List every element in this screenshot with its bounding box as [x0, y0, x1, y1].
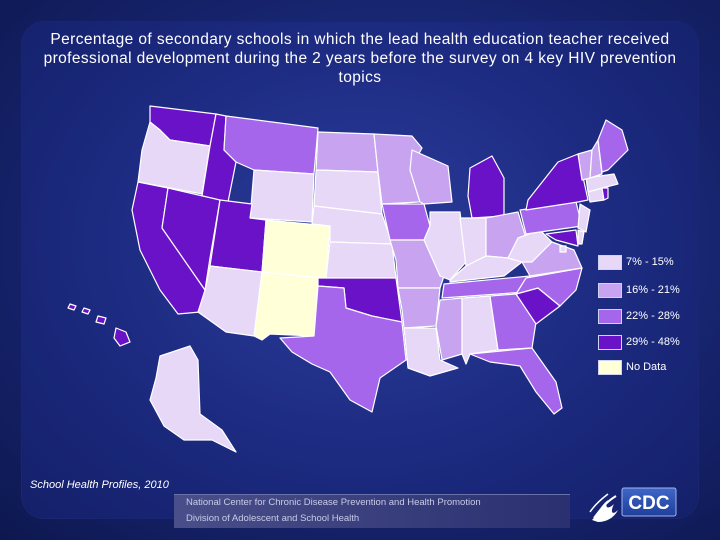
- state-fl: [469, 347, 563, 415]
- source-citation: School Health Profiles, 2010: [30, 479, 169, 491]
- legend-item: 22% - 28%: [598, 308, 708, 324]
- state-nd: [315, 131, 379, 173]
- state-ar: [397, 287, 441, 329]
- legend-swatch: [598, 255, 622, 270]
- state-hi: [113, 327, 131, 347]
- cdc-logo-text: CDC: [628, 493, 669, 514]
- legend-item: 29% - 48%: [598, 334, 708, 350]
- state-mi: [467, 155, 505, 219]
- legend-swatch: [598, 360, 622, 375]
- legend-item: No Data: [598, 359, 708, 375]
- state-dc: [559, 245, 567, 253]
- state-hi-island: [95, 315, 107, 325]
- state-ma: [585, 173, 619, 193]
- state-nj: [577, 203, 591, 233]
- state-nv: [161, 187, 221, 291]
- footer-bar: [174, 494, 570, 528]
- legend-item: 7% - 15%: [598, 254, 708, 270]
- legend-swatch: [598, 335, 622, 350]
- state-ri: [601, 187, 609, 201]
- legend-label: 22% - 28%: [626, 310, 680, 322]
- footer-division-name: Division of Adolescent and School Health: [186, 513, 360, 524]
- legend-label: 29% - 48%: [626, 336, 680, 348]
- state-nm: [253, 271, 319, 341]
- legend-swatch: [598, 283, 622, 298]
- state-ia: [381, 203, 431, 241]
- footer-center-name: National Center for Chronic Disease Prev…: [186, 497, 481, 508]
- legend-item: 16% - 21%: [598, 282, 708, 298]
- state-me: [597, 119, 629, 173]
- state-ak: [149, 345, 237, 453]
- legend-label: No Data: [626, 361, 667, 373]
- state-tx: [279, 285, 407, 413]
- hhs-eagle-icon: [589, 493, 618, 522]
- legend-label: 7% - 15%: [626, 256, 674, 268]
- state-wy: [249, 169, 315, 223]
- state-co: [261, 219, 331, 279]
- state-ms: [435, 297, 463, 361]
- state-md: [545, 229, 579, 247]
- legend-swatch: [598, 309, 622, 324]
- cdc-logo: CDC: [589, 487, 677, 522]
- state-az: [197, 265, 263, 337]
- map-title: Percentage of secondary schools in which…: [43, 31, 677, 86]
- state-ks: [325, 241, 397, 279]
- state-mt: [223, 115, 319, 175]
- state-wi: [409, 149, 453, 205]
- state-de: [577, 229, 585, 245]
- state-ny: [525, 153, 589, 211]
- state-ga: [489, 293, 537, 351]
- state-hi-island: [67, 303, 77, 311]
- state-hi-island: [81, 307, 91, 315]
- legend-label: 16% - 21%: [626, 284, 680, 296]
